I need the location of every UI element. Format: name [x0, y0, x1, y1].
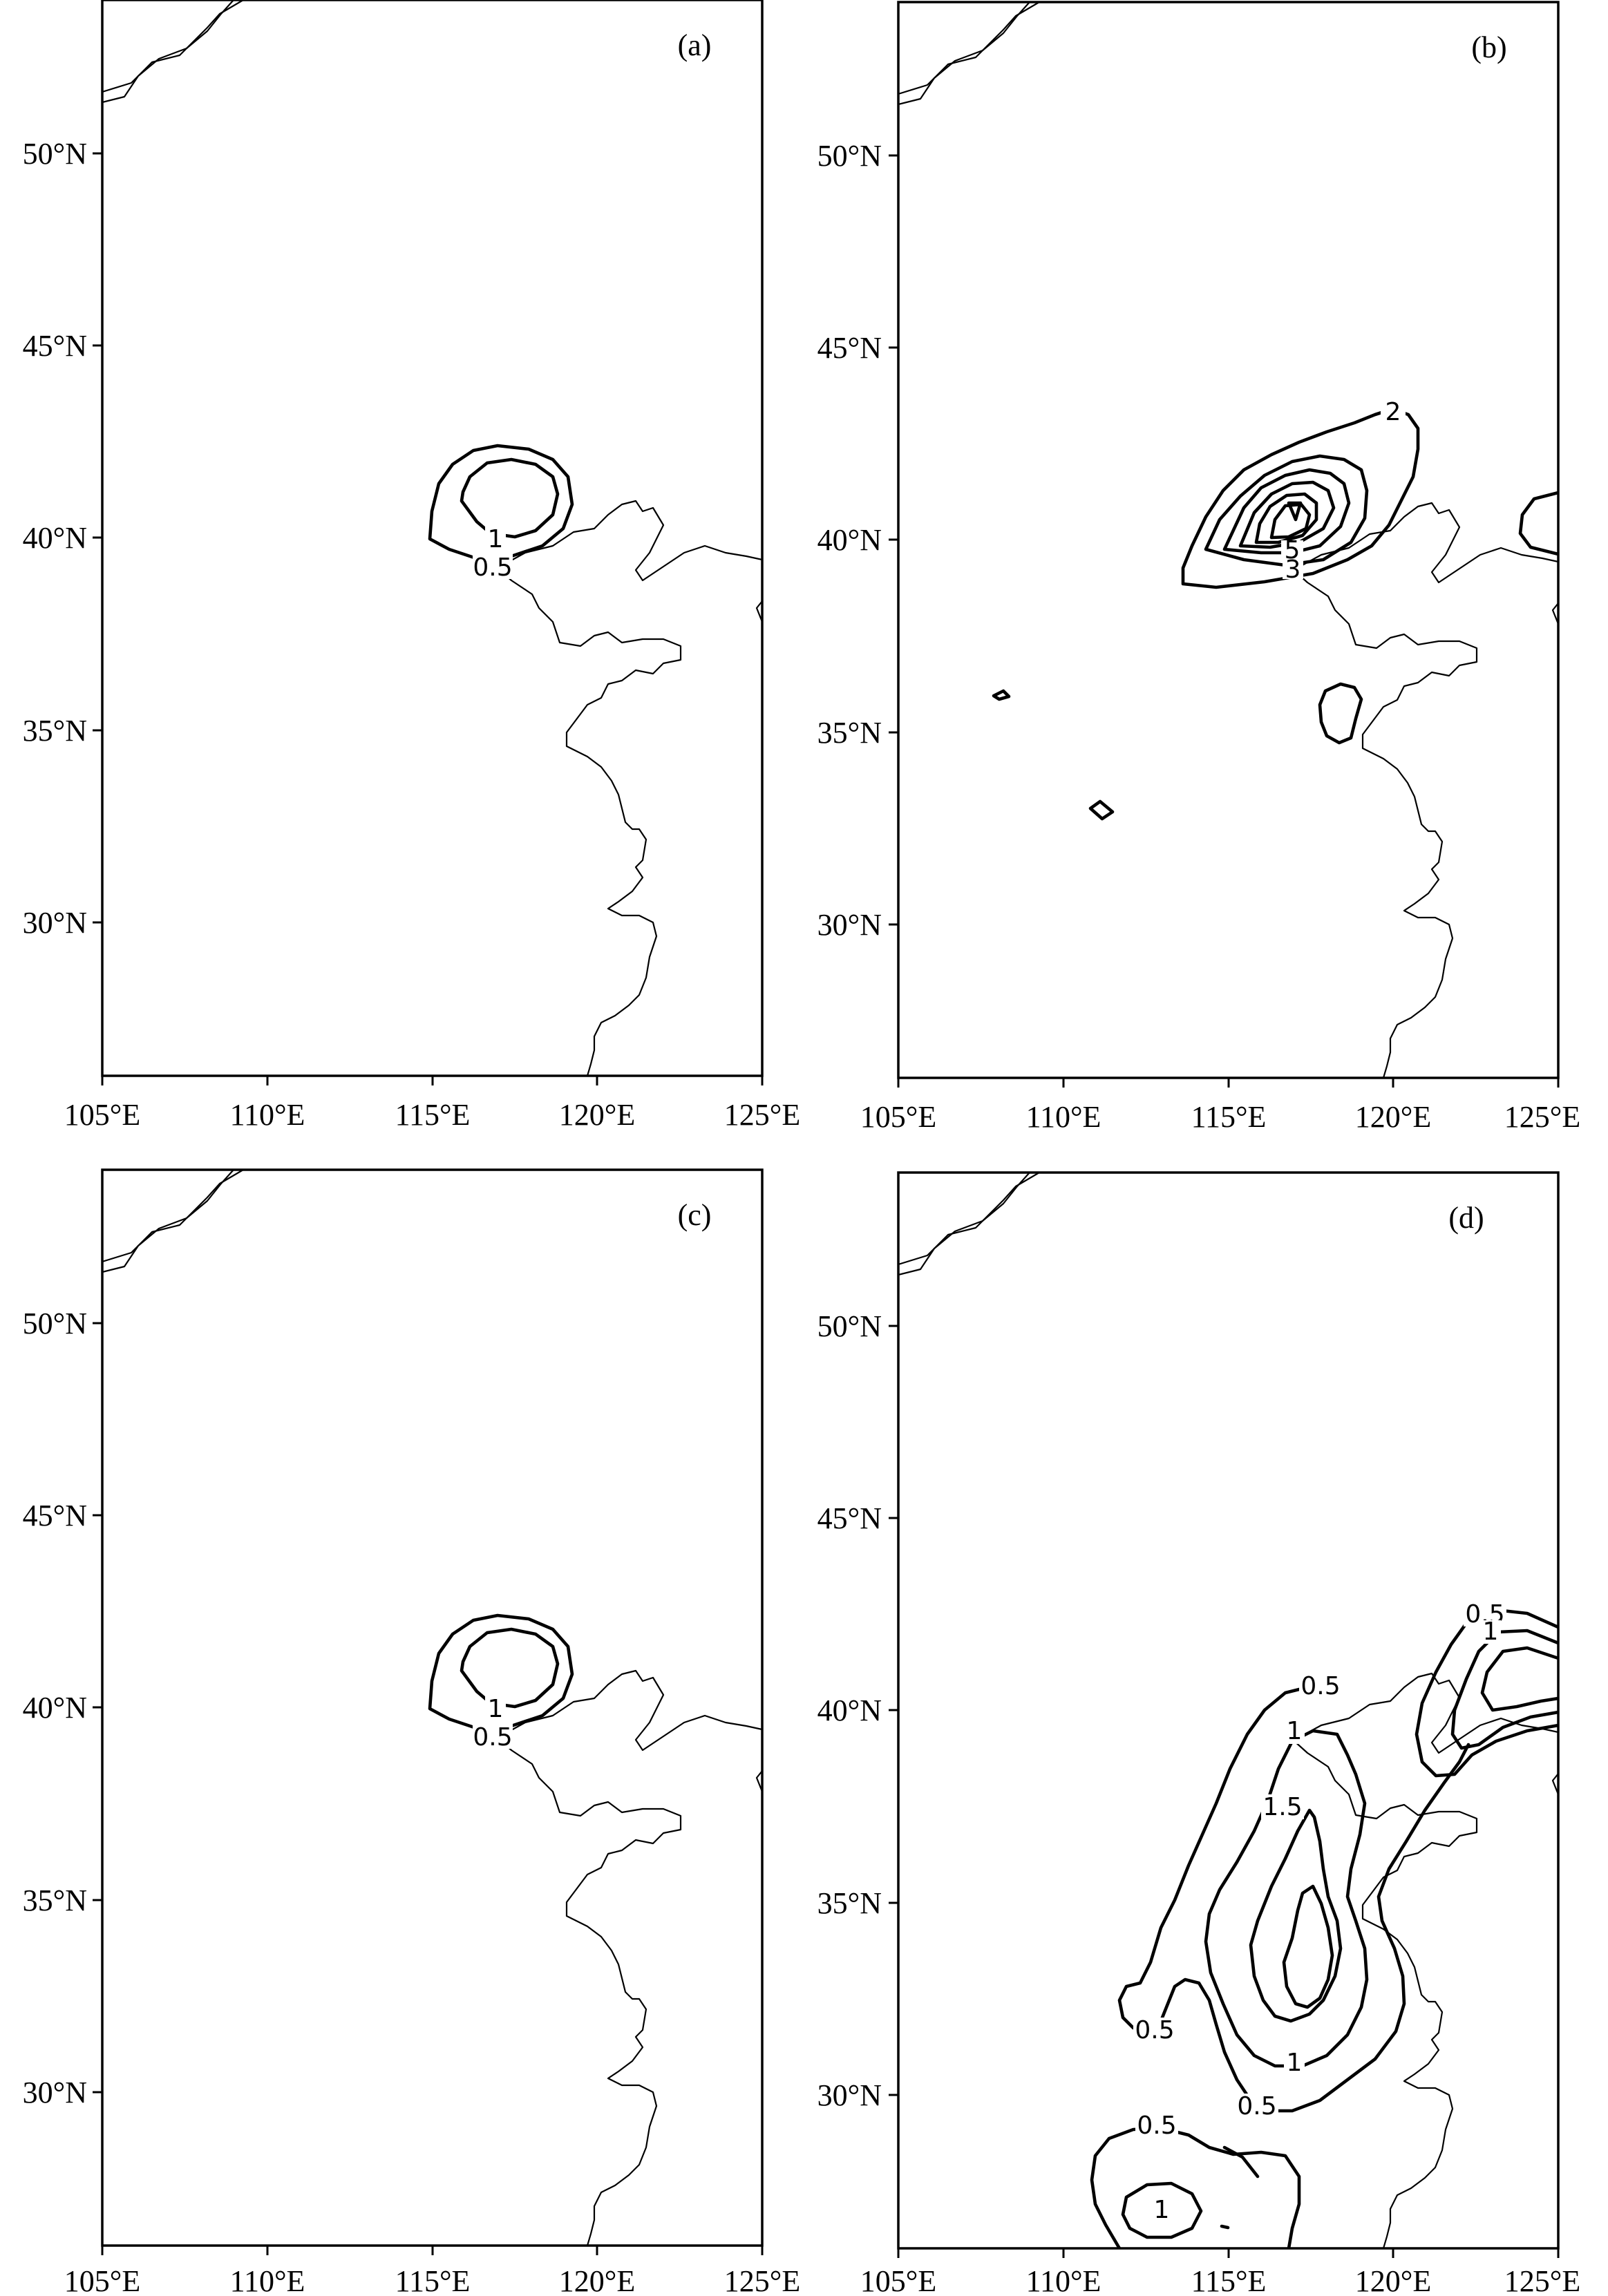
lon-tick-label: 125°E: [1504, 2264, 1580, 2296]
lat-tick-label: 40°N: [817, 523, 882, 557]
lon-tick-label: 125°E: [724, 1098, 800, 1132]
contour-label: 0.5: [1135, 2016, 1174, 2044]
lat-tick-label: 50°N: [23, 1307, 87, 1340]
panel-a: 1 0.5 (a) 50°N 45°N 40°N 35°N 30°N 105°E…: [23, 0, 800, 1132]
contour-label: 2: [1385, 398, 1401, 426]
contour-label: 0.5: [1300, 1672, 1340, 1700]
lon-tick-label: 105°E: [860, 2264, 936, 2296]
lat-tick-label: 45°N: [817, 1501, 882, 1535]
contour-label: 0.5: [1137, 2112, 1176, 2140]
lon-tick-label: 115°E: [395, 1098, 471, 1132]
contour-label: 0.5: [473, 553, 512, 582]
lon-axis-b: 105°E 110°E 115°E 120°E 125°E: [860, 1078, 1580, 1134]
lon-tick-label: 110°E: [1026, 2264, 1101, 2296]
lat-axis-d: 50°N 45°N 40°N 35°N 30°N: [817, 1309, 898, 2112]
contours-d: [1090, 1608, 1558, 2248]
lat-tick-label: 45°N: [23, 329, 87, 363]
contour-labels-c: 1 0.5: [473, 1695, 513, 1752]
lon-tick-label: 110°E: [1026, 1100, 1101, 1134]
contour-label: 0.5: [1237, 2092, 1276, 2121]
map-frame: [897, 1171, 1560, 2250]
lat-tick-label: 45°N: [23, 1499, 87, 1533]
lon-tick-label: 115°E: [395, 2264, 471, 2296]
lat-tick-label: 35°N: [817, 716, 882, 750]
contour-label: 1: [1154, 2196, 1170, 2224]
lon-tick-label: 105°E: [64, 2264, 140, 2296]
lat-tick-label: 35°N: [817, 1886, 882, 1920]
lat-tick-label: 30°N: [817, 908, 882, 942]
lat-tick-label: 30°N: [23, 906, 87, 940]
lat-tick-label: 30°N: [23, 2076, 87, 2109]
coastline-d: [898, 1173, 1558, 2248]
lat-tick-label: 50°N: [817, 1309, 882, 1343]
panel-c: 1 0.5 (c) 50°N 45°N 40°N 35°N 30°N 105°E…: [23, 1168, 800, 2296]
contour-label: 1: [1483, 1617, 1499, 1646]
lon-tick-label: 115°E: [1191, 2264, 1267, 2296]
lon-tick-label: 115°E: [1191, 1100, 1267, 1134]
contour-label: 1: [488, 1695, 504, 1723]
lon-tick-label: 120°E: [559, 2264, 635, 2296]
lon-tick-label: 125°E: [1504, 1100, 1580, 1134]
lon-axis-c: 105°E 110°E 115°E 120°E 125°E: [64, 2246, 800, 2296]
contour-labels-d: 0.5 1 0.5 1 1.5 0.5 1 0.5 0.5 1: [1133, 1600, 1506, 2224]
panel-label: (c): [678, 1198, 712, 1232]
lat-tick-label: 40°N: [23, 521, 87, 555]
lat-tick-label: 35°N: [23, 714, 87, 748]
contour-labels-a: 1 0.5: [473, 525, 513, 582]
contour-labels-b: 2 5 3: [1281, 398, 1406, 584]
panel-label: (b): [1471, 30, 1506, 64]
contour-label: 1.5: [1262, 1793, 1302, 1821]
lon-tick-label: 105°E: [64, 1098, 140, 1132]
panel-label: (d): [1448, 1201, 1484, 1235]
contour-label: 1: [1287, 1717, 1303, 1745]
lon-tick-label: 110°E: [230, 1098, 305, 1132]
lon-axis-d: 105°E 110°E 115°E 120°E 125°E: [860, 2248, 1580, 2296]
lat-tick-label: 40°N: [817, 1693, 882, 1727]
lon-tick-label: 120°E: [1355, 2264, 1431, 2296]
lat-tick-label: 50°N: [23, 137, 87, 171]
lat-tick-label: 45°N: [817, 331, 882, 365]
panel-label: (a): [678, 28, 712, 62]
lat-tick-label: 35°N: [23, 1884, 87, 1917]
lon-axis-a: 105°E 110°E 115°E 120°E 125°E: [64, 1076, 800, 1132]
panel-b: 2 5 3 (b) 50°N 45°N 40°N 35°N 30°N 105°: [817, 1, 1580, 1134]
contour-label: 3: [1285, 556, 1301, 584]
lat-axis-c: 50°N 45°N 40°N 35°N 30°N: [23, 1307, 102, 2109]
coastline-c: [102, 1170, 762, 2246]
lat-axis-b: 50°N 45°N 40°N 35°N 30°N: [817, 139, 898, 942]
contour-label: 1: [488, 525, 504, 553]
contour-label: 1: [1287, 2049, 1303, 2077]
lon-tick-label: 105°E: [860, 1100, 936, 1134]
lat-tick-label: 40°N: [23, 1691, 87, 1725]
lon-tick-label: 120°E: [559, 1098, 635, 1132]
coastline-a: [102, 0, 762, 1076]
contour-label: 5: [1285, 536, 1300, 564]
map-frame: [101, 1168, 764, 2247]
coastline-b: [898, 2, 1558, 1078]
map-frame: [101, 0, 764, 1077]
contours-b: [992, 407, 1558, 821]
lat-axis-a: 50°N 45°N 40°N 35°N 30°N: [23, 137, 102, 940]
lat-tick-label: 50°N: [817, 139, 882, 173]
lat-tick-label: 30°N: [817, 2078, 882, 2112]
lon-tick-label: 125°E: [724, 2264, 800, 2296]
panel-d: 0.5 1 0.5 1 1.5 0.5 1 0.5 0.5 1 (d): [817, 1171, 1580, 2296]
lon-tick-label: 120°E: [1355, 1100, 1431, 1134]
lon-tick-label: 110°E: [230, 2264, 305, 2296]
contour-label: 0.5: [473, 1723, 512, 1752]
